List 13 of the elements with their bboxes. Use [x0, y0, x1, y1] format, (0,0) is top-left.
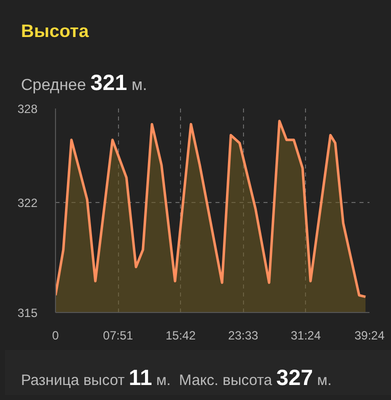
x-tick-label: 0	[52, 328, 60, 342]
text: Среднее 321 м.	[21, 69, 148, 97]
text: 327 м.	[276, 365, 332, 390]
x-tick-label: 07:51	[103, 328, 134, 342]
y-tick-label: 322	[17, 196, 38, 210]
x-tick-label: 15:42	[166, 328, 196, 342]
y-tick-label: 315	[17, 306, 38, 320]
x-tick-label: 39:24	[354, 328, 385, 342]
text: Разница высот 11 м. Макс. высота	[21, 365, 272, 390]
y-tick-label: 328	[17, 102, 38, 116]
x-tick-label: 31:24	[290, 328, 322, 342]
x-tick-label: 23:33	[228, 328, 259, 342]
chart-title: Высота	[21, 20, 89, 43]
